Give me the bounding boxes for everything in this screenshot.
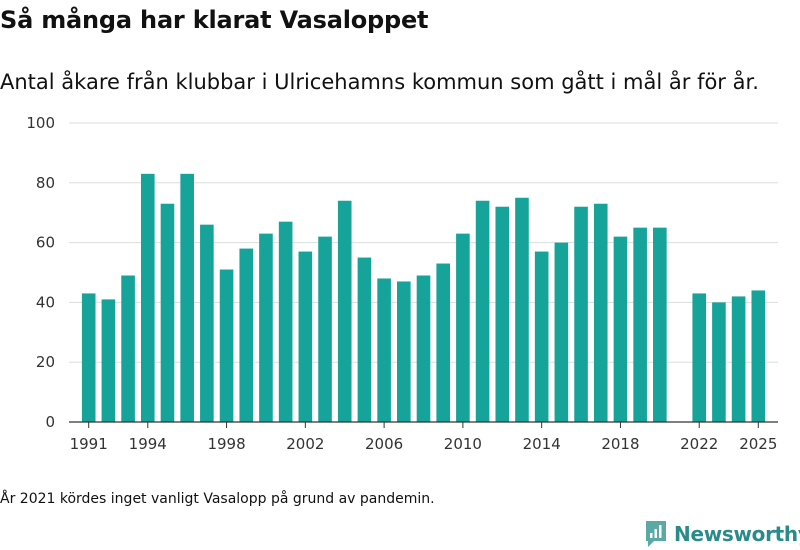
bar-1991 (81, 293, 96, 422)
bar-1996 (180, 173, 194, 422)
bar-1995 (160, 203, 175, 422)
bar-2000 (259, 233, 273, 422)
chart-title: Så många har klarat Vasaloppet (0, 6, 429, 34)
bar-2012 (495, 206, 510, 422)
x-tick-label: 1991 (70, 435, 108, 453)
bar-2008 (416, 275, 431, 422)
bar-2002 (298, 251, 313, 422)
bar-1994 (140, 173, 155, 422)
y-tick-label: 100 (26, 114, 55, 132)
bar-2005 (357, 257, 372, 422)
bars (81, 173, 766, 422)
x-tick-label: 2006 (365, 435, 403, 453)
newsworthy-logo-icon (646, 521, 666, 547)
x-tick-label: 2025 (739, 435, 777, 453)
bar-2019 (633, 227, 647, 422)
brand-name: Newsworthy (674, 522, 800, 546)
y-tick-label: 60 (36, 234, 55, 252)
bar-2006 (377, 278, 391, 422)
bar-2009 (436, 263, 450, 422)
y-tick-label: 20 (36, 353, 55, 371)
bar-2004 (337, 200, 352, 422)
bar-1998 (219, 269, 234, 422)
x-tick-label: 2014 (523, 435, 561, 453)
axes: 0 20 40 60 80 100 1991 1994 1998 2002 2006 2010 2014… (26, 114, 778, 453)
bar-2020 (653, 227, 667, 422)
bar-2001 (278, 221, 293, 422)
bar-2016 (574, 206, 588, 422)
x-tick-label: 2018 (601, 435, 639, 453)
footnote: År 2021 kördes inget vanligt Vasalopp på… (0, 491, 435, 507)
bar-chart: 0 20 40 60 80 100 1991 1994 1998 2002 2006 2010 2014… (26, 114, 778, 453)
bar-2007 (397, 281, 411, 422)
bar-1999 (239, 248, 254, 422)
bar-1997 (200, 224, 214, 422)
x-tick-label: 1998 (207, 435, 245, 453)
bar-2017 (593, 203, 608, 422)
chart-subtitle: Antal åkare från klubbar i Ulricehamns k… (0, 70, 759, 94)
bar-2011 (475, 200, 490, 422)
bar-2018 (613, 236, 628, 422)
x-tick-label: 1994 (129, 435, 167, 453)
y-tick-label: 40 (36, 293, 55, 311)
bar-2023 (712, 302, 726, 422)
bar-2013 (515, 197, 529, 422)
bar-2014 (534, 251, 549, 422)
bar-2025 (751, 290, 766, 422)
bar-2003 (318, 236, 332, 422)
bar-2022 (692, 293, 707, 422)
bar-2024 (731, 296, 746, 422)
bar-1993 (121, 275, 135, 422)
x-tick-label: 2010 (444, 435, 482, 453)
bar-1992 (101, 299, 116, 422)
y-tick-label: 80 (36, 174, 55, 192)
bar-2010 (456, 233, 470, 422)
brand-logo: Newsworthy (644, 519, 800, 549)
y-tick-label: 0 (45, 413, 55, 431)
bar-2015 (554, 242, 569, 422)
x-tick-label: 2002 (286, 435, 324, 453)
x-tick-label: 2022 (680, 435, 718, 453)
